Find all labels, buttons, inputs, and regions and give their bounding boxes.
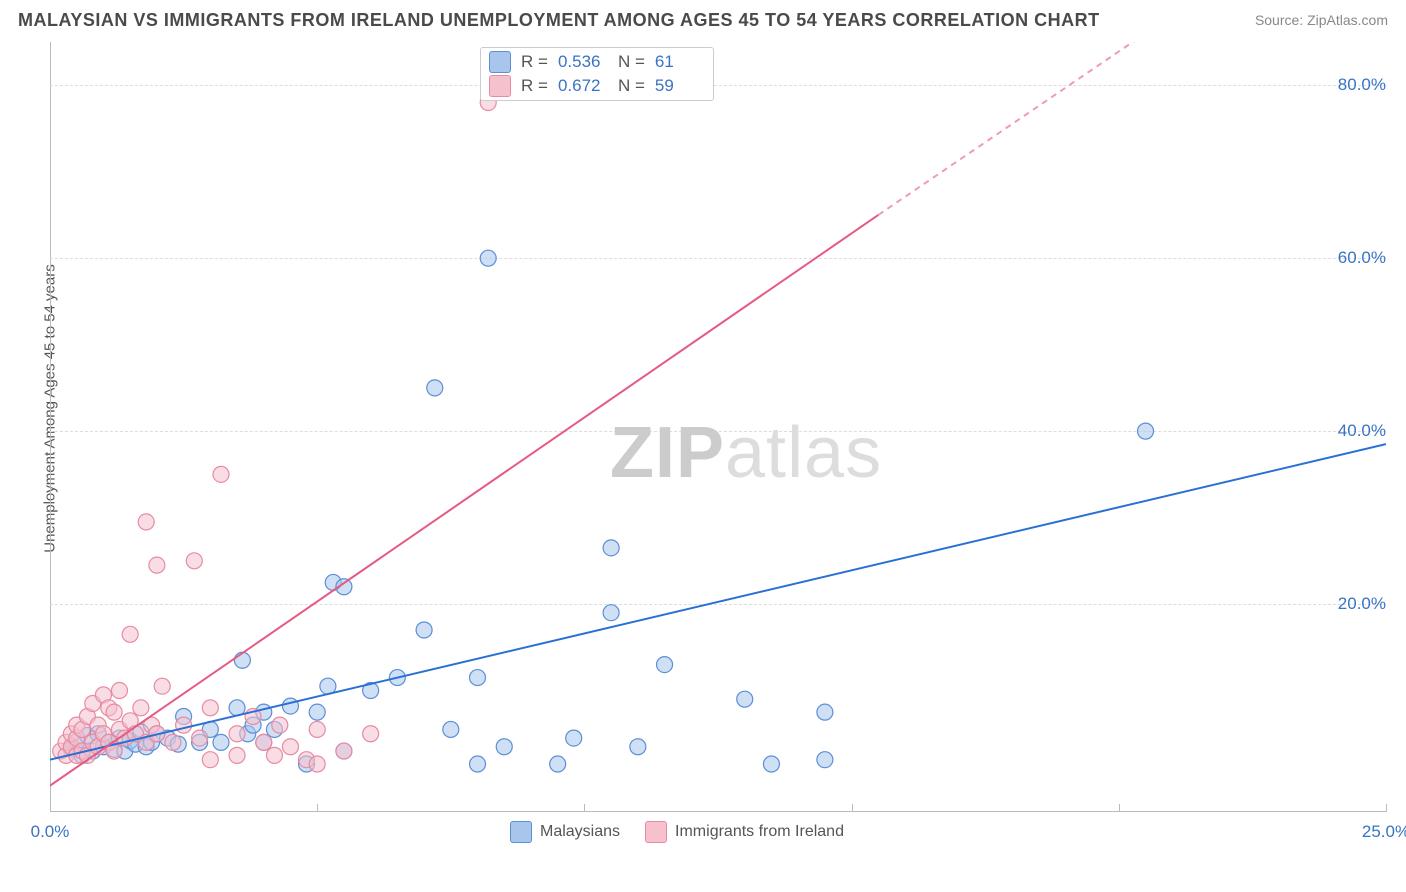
legend-label: Malaysians: [540, 823, 620, 841]
scatter-point: [256, 734, 272, 750]
scatter-point: [154, 678, 170, 694]
scatter-point: [229, 726, 245, 742]
stat-n-value: 61: [655, 52, 705, 72]
scatter-point: [550, 756, 566, 772]
scatter-point: [149, 557, 165, 573]
scatter-point: [603, 540, 619, 556]
scatter-point: [817, 704, 833, 720]
scatter-point: [202, 700, 218, 716]
stat-r-label: R =: [521, 76, 548, 96]
stat-n-value: 59: [655, 76, 705, 96]
scatter-point: [106, 704, 122, 720]
stat-r-value: 0.672: [558, 76, 608, 96]
chart-title: MALAYSIAN VS IMMIGRANTS FROM IRELAND UNE…: [18, 10, 1100, 31]
scatter-point: [234, 652, 250, 668]
scatter-point: [272, 717, 288, 733]
scatter-point: [282, 739, 298, 755]
stats-row: R = 0.536 N = 61: [489, 50, 705, 74]
trend-line: [50, 444, 1386, 760]
scatter-point: [202, 752, 218, 768]
scatter-point: [266, 747, 282, 763]
scatter-point: [1138, 423, 1154, 439]
scatter-point: [427, 380, 443, 396]
trend-line: [50, 215, 878, 786]
scatter-plot: [50, 42, 1386, 812]
chart-source: Source: ZipAtlas.com: [1255, 12, 1388, 28]
stat-n-label: N =: [618, 52, 645, 72]
series-legend: Malaysians Immigrants from Ireland: [510, 821, 844, 843]
scatter-point: [737, 691, 753, 707]
chart-area: ZIPatlas 20.0%40.0%60.0%80.0% 0.0%25.0% …: [50, 42, 1386, 847]
legend-label: Immigrants from Ireland: [675, 823, 844, 841]
stat-r-label: R =: [521, 52, 548, 72]
scatter-point: [165, 734, 181, 750]
scatter-point: [176, 717, 192, 733]
scatter-point: [186, 553, 202, 569]
trend-line-extrapolated: [878, 42, 1145, 215]
scatter-point: [603, 605, 619, 621]
x-tick-label: 25.0%: [1362, 822, 1406, 842]
source-link[interactable]: ZipAtlas.com: [1307, 12, 1388, 28]
scatter-point: [336, 743, 352, 759]
legend-item[interactable]: Malaysians: [510, 821, 620, 843]
stat-r-value: 0.536: [558, 52, 608, 72]
scatter-point: [630, 739, 646, 755]
scatter-point: [480, 250, 496, 266]
tick-x: [1386, 804, 1387, 812]
scatter-point: [416, 622, 432, 638]
scatter-point: [363, 726, 379, 742]
legend-item[interactable]: Immigrants from Ireland: [645, 821, 844, 843]
scatter-point: [566, 730, 582, 746]
scatter-point: [309, 704, 325, 720]
stats-row: R = 0.672 N = 59: [489, 74, 705, 98]
scatter-point: [122, 626, 138, 642]
x-tick-label: 0.0%: [31, 822, 70, 842]
legend-swatch: [489, 51, 511, 73]
legend-swatch: [645, 821, 667, 843]
scatter-point: [282, 698, 298, 714]
scatter-point: [657, 657, 673, 673]
stat-n-label: N =: [618, 76, 645, 96]
scatter-point: [138, 514, 154, 530]
scatter-point: [470, 670, 486, 686]
scatter-point: [213, 734, 229, 750]
stats-legend: R = 0.536 N = 61 R = 0.672 N = 59: [480, 47, 714, 101]
legend-swatch: [489, 75, 511, 97]
scatter-point: [817, 752, 833, 768]
scatter-point: [763, 756, 779, 772]
scatter-point: [309, 756, 325, 772]
scatter-point: [470, 756, 486, 772]
scatter-point: [496, 739, 512, 755]
scatter-point: [229, 747, 245, 763]
source-prefix: Source:: [1255, 12, 1307, 28]
scatter-point: [192, 730, 208, 746]
scatter-point: [309, 721, 325, 737]
scatter-point: [111, 683, 127, 699]
scatter-point: [213, 466, 229, 482]
scatter-point: [133, 700, 149, 716]
legend-swatch: [510, 821, 532, 843]
scatter-point: [443, 721, 459, 737]
